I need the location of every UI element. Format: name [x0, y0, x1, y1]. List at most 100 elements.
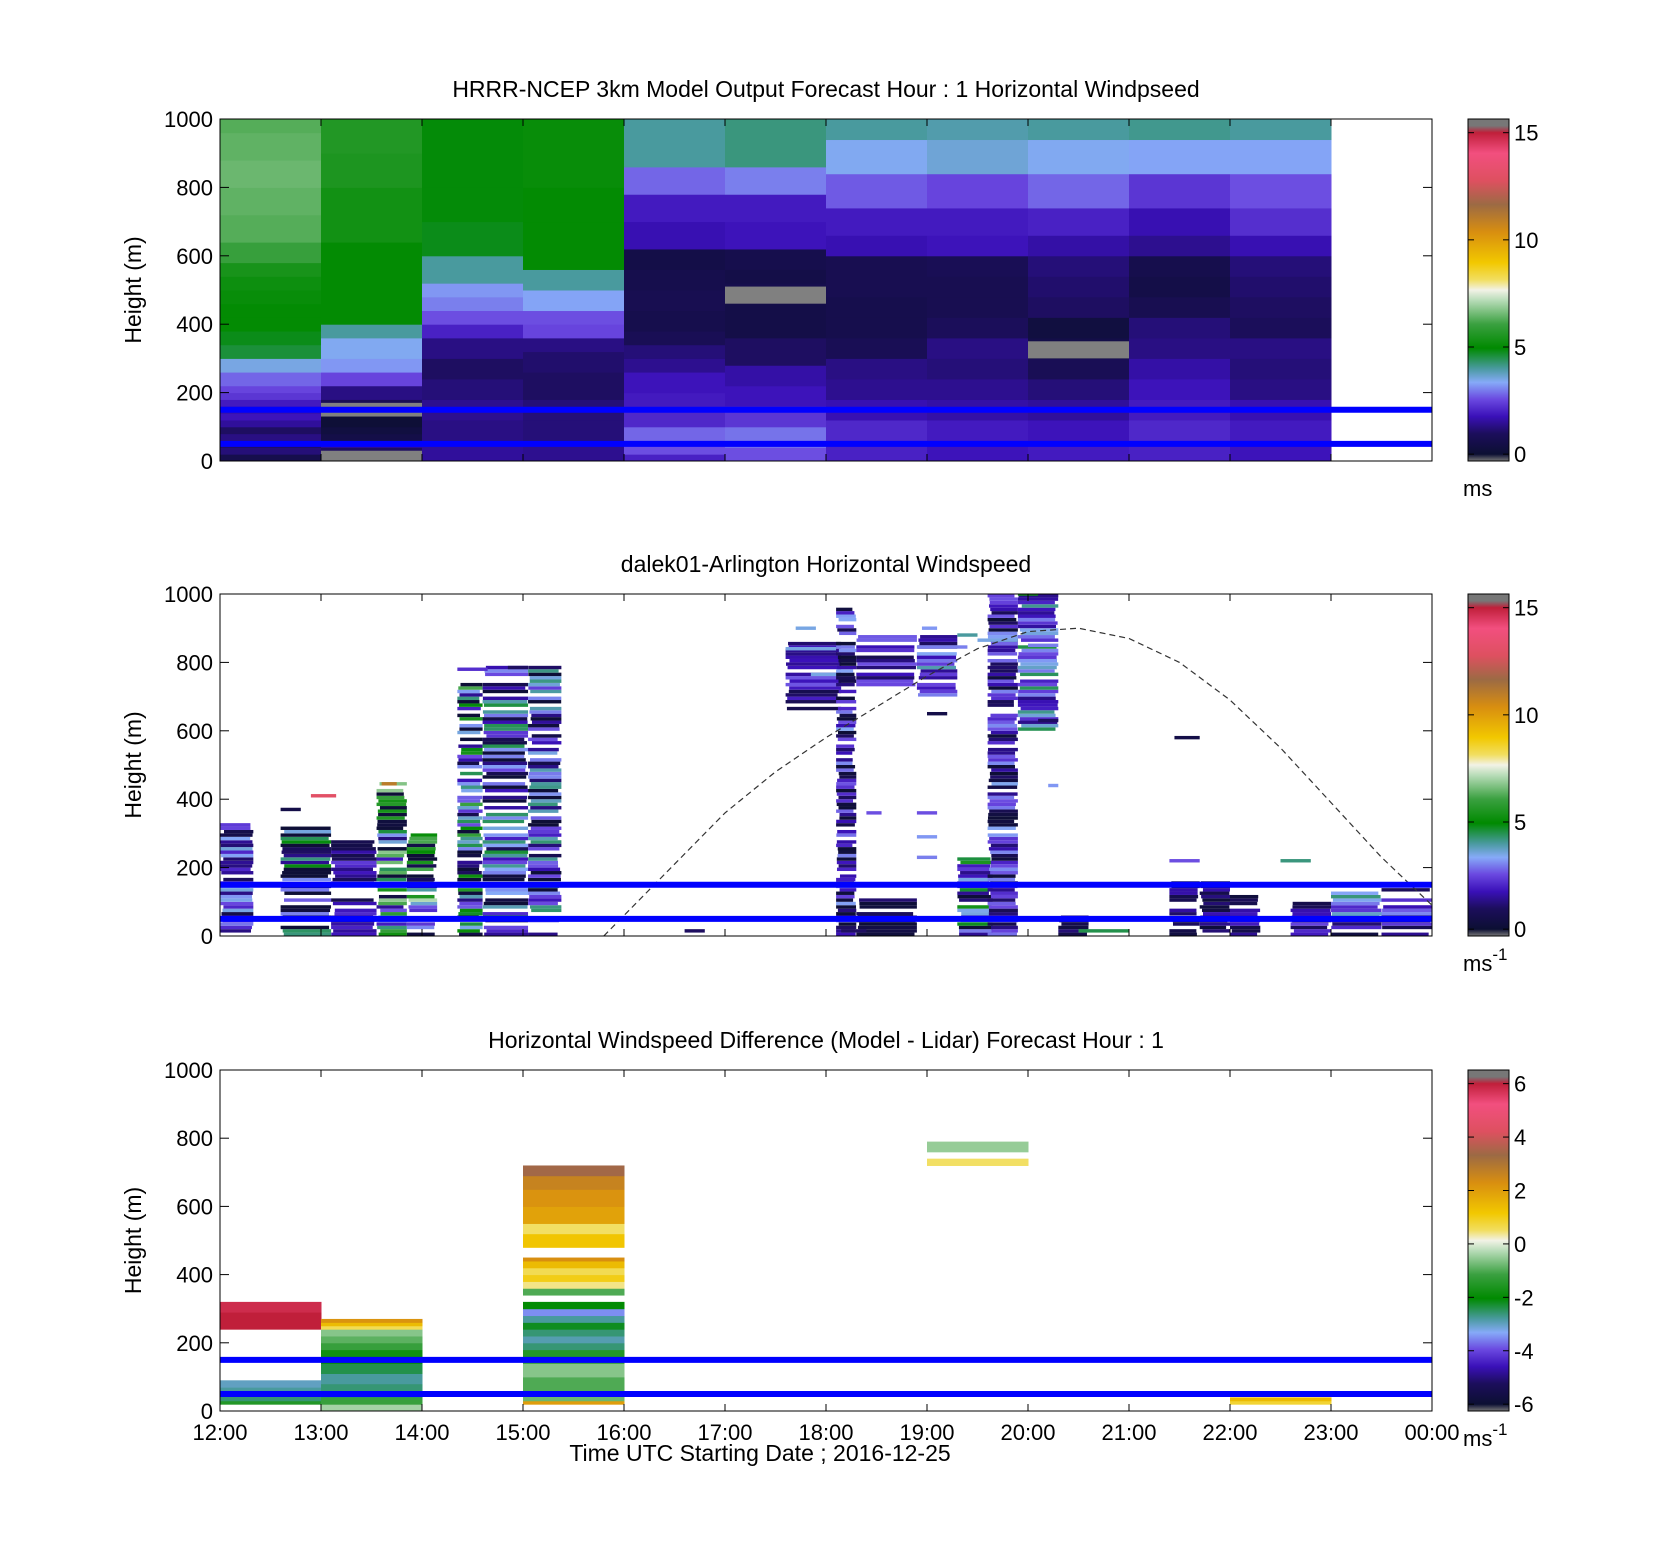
lidar-streak	[836, 867, 857, 872]
lidar-streak	[528, 843, 562, 848]
lidar-streak	[837, 655, 857, 659]
lidar-streak	[990, 730, 1018, 735]
lidar-streak	[836, 901, 856, 906]
lidar-streak	[987, 795, 1015, 800]
lidar-streak	[408, 898, 438, 902]
lidar-streak	[856, 932, 915, 936]
lidar-streak	[485, 891, 529, 895]
lidar-streak	[333, 929, 377, 933]
lidar-streak	[1331, 891, 1379, 895]
lidar-streak	[528, 833, 562, 837]
lidar-streak	[1017, 710, 1055, 714]
lidar-streak	[1019, 628, 1059, 632]
heatmap-cell	[725, 317, 827, 339]
lidar-streak	[280, 925, 330, 930]
lidar-streak	[529, 894, 562, 899]
lidar-streak	[220, 901, 254, 906]
lidar-streak	[528, 696, 562, 701]
heatmap-cell	[523, 1165, 625, 1177]
lidar-streak	[785, 652, 838, 656]
lidar-streak	[991, 853, 1018, 858]
y-tick-label: 200	[176, 856, 213, 881]
lidar-streak	[457, 706, 481, 711]
lidar-streak	[987, 761, 1015, 765]
heatmap-cell	[220, 372, 322, 387]
lidar-streak	[837, 665, 857, 670]
lidar-streak	[482, 795, 528, 800]
heatmap-cell	[1129, 358, 1231, 380]
lidar-streak	[988, 905, 1018, 909]
lidar-streak	[482, 689, 529, 694]
heatmap-cell	[523, 1400, 625, 1405]
lidar-streak	[529, 792, 562, 796]
lidar-streak	[990, 860, 1018, 865]
lidar-streak	[335, 874, 377, 878]
lidar-streak	[528, 874, 561, 878]
lidar-streak	[460, 751, 483, 755]
lidar-streak	[457, 700, 480, 704]
lidar-streak	[528, 829, 560, 834]
heatmap-cell	[523, 1322, 625, 1330]
lidar-streak	[378, 850, 407, 854]
heatmap-cell	[523, 1189, 625, 1207]
lidar-streak	[457, 689, 480, 694]
lidar-streak	[836, 819, 857, 824]
lidar-streak	[1058, 932, 1087, 936]
lidar-streak	[990, 713, 1018, 718]
lidar-streak	[482, 860, 528, 865]
lidar-streak	[528, 727, 560, 731]
lidar-streak	[378, 799, 407, 803]
heatmap-cell	[1230, 1400, 1332, 1405]
x-tick-label: 17:00	[697, 1420, 752, 1445]
heatmap-cell	[523, 1315, 625, 1323]
heatmap-cell	[826, 207, 928, 236]
lidar-streak	[836, 641, 856, 646]
lidar-streak	[220, 925, 252, 930]
lidar-streak	[918, 693, 958, 697]
lidar-streak	[1017, 635, 1055, 639]
lidar-streak	[280, 836, 329, 841]
lidar-streak	[838, 864, 857, 868]
lidar-streak	[1230, 908, 1261, 913]
heatmap-cell	[220, 454, 322, 461]
lidar-streak	[376, 816, 405, 820]
heatmap-cell	[1028, 378, 1130, 400]
colorbar-gradient	[1467, 118, 1510, 462]
lidar-streak	[406, 925, 435, 930]
lidar-streak	[457, 833, 481, 837]
lidar-streak	[1169, 912, 1197, 916]
lidar-streak	[1230, 912, 1258, 916]
heatmap-cell	[220, 242, 322, 264]
lidar-streak	[458, 912, 483, 916]
lidar-streak	[376, 826, 404, 830]
lidar-streak	[916, 855, 938, 860]
lidar-streak	[837, 706, 857, 711]
lidar-streak	[836, 652, 855, 656]
lidar-streak	[528, 669, 559, 673]
lidar-streak	[856, 665, 916, 670]
lidar-streak	[987, 617, 1017, 622]
lidar-streak	[531, 741, 562, 745]
lidar-streak	[916, 835, 938, 839]
heatmap-cell	[1230, 235, 1332, 257]
heatmap-cell	[220, 1312, 322, 1330]
lidar-streak	[457, 799, 481, 803]
lidar-streak	[529, 679, 562, 683]
lidar-streak	[856, 638, 917, 642]
lidar-streak	[959, 898, 993, 902]
lidar-streak	[958, 874, 993, 878]
heatmap-cell	[321, 413, 423, 428]
lidar-streak	[987, 723, 1018, 728]
lidar-streak	[1038, 718, 1059, 723]
lidar-streak	[482, 696, 529, 701]
lidar-streak	[460, 785, 483, 789]
lidar-streak	[989, 836, 1018, 841]
lidar-streak	[528, 665, 562, 670]
lidar-streak	[282, 929, 332, 933]
lidar-streak	[987, 717, 1017, 721]
x-tick-label: 23:00	[1303, 1420, 1358, 1445]
lidar-streak	[528, 771, 562, 776]
lidar-streak	[789, 658, 842, 663]
lidar-streak	[408, 840, 438, 844]
lidar-streak	[1017, 658, 1057, 663]
